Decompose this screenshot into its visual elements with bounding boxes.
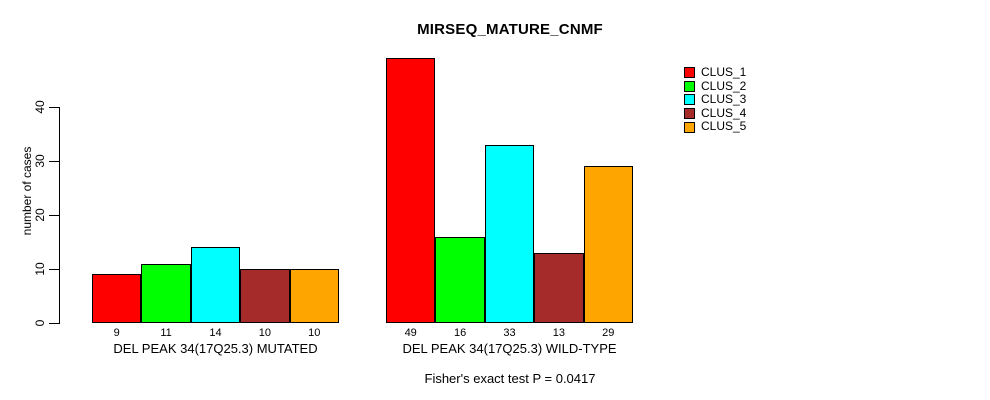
bar-value-label: 14: [209, 327, 222, 339]
y-tick-mark: [49, 161, 59, 162]
bar-clus_5-group2: [583, 166, 633, 323]
legend-swatch-clus-1-icon: [684, 67, 695, 79]
bar-value-label: 9: [113, 327, 120, 339]
y-axis-label: number of cases: [20, 146, 34, 236]
y-tick-mark: [49, 107, 59, 108]
legend-label-clus-5: CLUS_5: [701, 119, 747, 134]
legend-label-clus-4: CLUS_4: [701, 105, 747, 120]
bar-clus_4-group2: [534, 252, 584, 323]
bar-clus_3-group2: [484, 144, 535, 323]
group-label-mutated: DEL PEAK 34(17Q25.3) MUTATED: [113, 341, 318, 356]
bar-value-label: 10: [308, 327, 321, 339]
y-tick-label: 30: [33, 154, 47, 168]
chart-title: MIRSEQ_MATURE_CNMF: [417, 21, 603, 38]
legend-item-clus-2: CLUS_2: [684, 78, 747, 94]
bar-clus_1-group2: [386, 58, 436, 323]
y-tick-mark: [49, 323, 59, 324]
bar-value-label: 13: [552, 327, 565, 339]
legend-swatch-clus-4-icon: [684, 108, 695, 120]
legend-swatch-clus-5-icon: [684, 121, 695, 133]
legend-label-clus-3: CLUS_3: [701, 92, 747, 107]
bar-clus_2-group1: [141, 263, 191, 323]
bar-clus_5-group1: [289, 269, 339, 323]
bar-value-label: 33: [503, 327, 516, 339]
legend-label-clus-2: CLUS_2: [701, 78, 747, 93]
legend-item-clus-5: CLUS_5: [684, 120, 746, 134]
bar-value-label: 16: [453, 327, 467, 339]
y-tick-mark: [49, 269, 59, 270]
legend-item-clus-1: CLUS_1: [684, 65, 747, 80]
bar-value-label: 10: [258, 327, 271, 339]
legend-label-clus-1: CLUS_1: [701, 65, 747, 79]
legend-swatch-clus-3-icon: [684, 94, 695, 106]
group-label-wild-type: DEL PEAK 34(17Q25.3) WILD-TYPE: [402, 341, 617, 356]
bar-value-label: 11: [160, 327, 172, 339]
bar-clus_2-group2: [435, 236, 485, 323]
y-axis-line: [59, 107, 60, 324]
y-tick-label: 0: [33, 319, 47, 327]
fisher-test-annotation: Fisher's exact test P = 0.0417: [424, 371, 596, 386]
y-tick-label: 10: [33, 262, 47, 276]
bar-value-label: 29: [602, 327, 615, 339]
bar-clus_3-group1: [190, 247, 241, 323]
legend-item-clus-3: CLUS_3: [684, 93, 746, 107]
bar-clus_1-group1: [92, 274, 142, 323]
y-tick-label: 40: [33, 100, 47, 114]
y-tick-mark: [49, 215, 59, 216]
y-tick-label: 20: [33, 208, 47, 222]
legend: CLUS_1 CLUS_2 CLUS_3 CLUS_4 CLUS_5: [684, 65, 747, 134]
bar-clus_4-group1: [240, 269, 290, 323]
legend-swatch-clus-2-icon: [684, 80, 695, 92]
legend-item-clus-4: CLUS_4: [684, 105, 747, 121]
bar-value-label: 49: [404, 327, 417, 339]
